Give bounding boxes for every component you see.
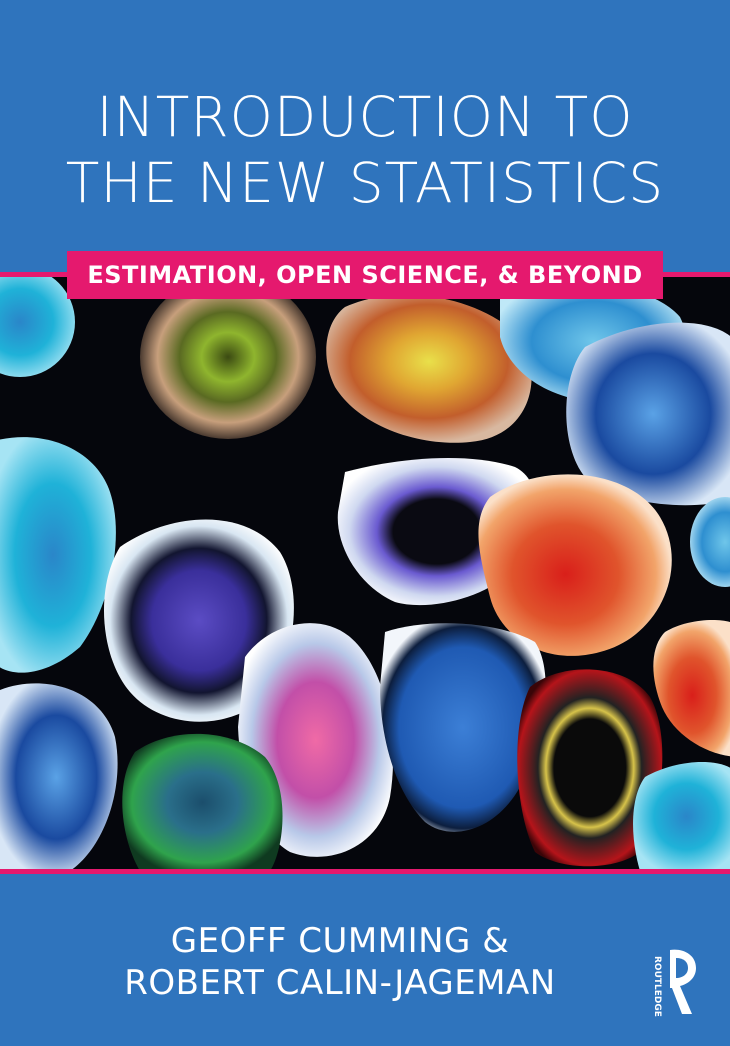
cover-artwork: [0, 277, 730, 871]
book-authors: GEOFF CUMMING & ROBERT CALIN-JAGEMAN: [120, 920, 560, 1004]
book-subtitle: ESTIMATION, OPEN SCIENCE, & BEYOND: [67, 251, 663, 299]
book-title: INTRODUCTION TO THE NEW STATISTICS: [0, 84, 730, 216]
author-line-1: GEOFF CUMMING &: [170, 921, 510, 961]
bottom-accent-rule: [0, 869, 730, 874]
author-line-2: ROBERT CALIN-JAGEMAN: [124, 963, 556, 1003]
publisher-label: ROUTLEDGE: [648, 956, 664, 1020]
routledge-r-logo-icon: [670, 949, 696, 1014]
cell-artwork-illustration: [0, 277, 730, 871]
publisher-name: ROUTLEDGE: [652, 956, 662, 1017]
title-line-2: THE NEW STATISTICS: [65, 151, 665, 215]
title-line-1: INTRODUCTION TO: [96, 85, 634, 149]
